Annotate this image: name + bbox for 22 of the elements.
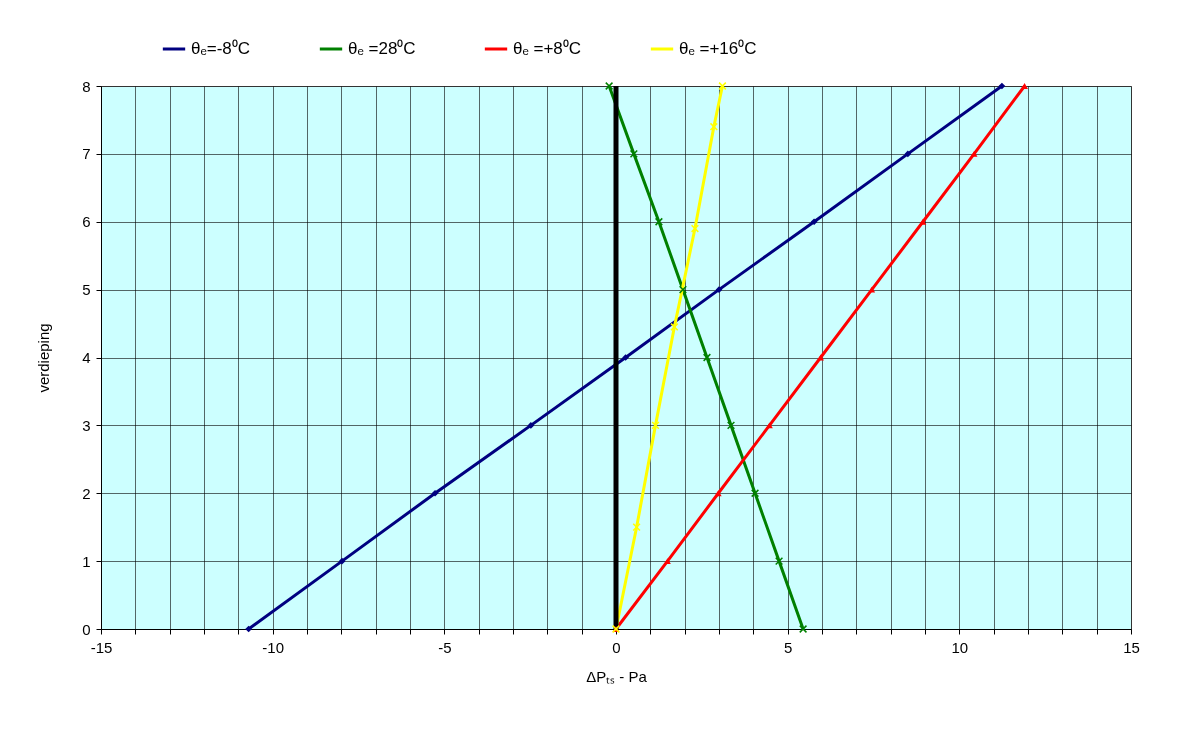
y-tick-label: 3	[82, 416, 91, 434]
legend-label: θₑ=-8⁰C	[191, 39, 251, 58]
y-tick-label: 5	[82, 281, 91, 299]
y-axis-title: verdieping	[35, 323, 53, 393]
y-tick-label: 2	[82, 484, 91, 502]
y-tick-label: 1	[82, 552, 91, 570]
x-tick-label: -10	[262, 638, 285, 656]
x-tick-label: 5	[783, 638, 793, 656]
y-tick-label: 0	[82, 620, 91, 638]
y-tick-label: 4	[82, 349, 91, 366]
legend-label: θₑ =28⁰C	[348, 39, 416, 58]
y-tick-label: 8	[82, 77, 91, 95]
y-tick-label: 7	[82, 145, 91, 163]
legend-label: θₑ =+8⁰C	[513, 39, 582, 58]
x-tick-label: -15	[90, 638, 113, 656]
x-tick-label: 10	[951, 638, 969, 656]
legend-label: θₑ =+16⁰C	[679, 39, 757, 58]
x-tick-label: 15	[1123, 638, 1140, 656]
x-tick-label: -5	[438, 638, 452, 656]
x-tick-label: 0	[612, 638, 621, 656]
x-axis-title: ΔPₜₛ - Pa	[586, 667, 648, 685]
y-tick-label: 6	[82, 213, 91, 231]
